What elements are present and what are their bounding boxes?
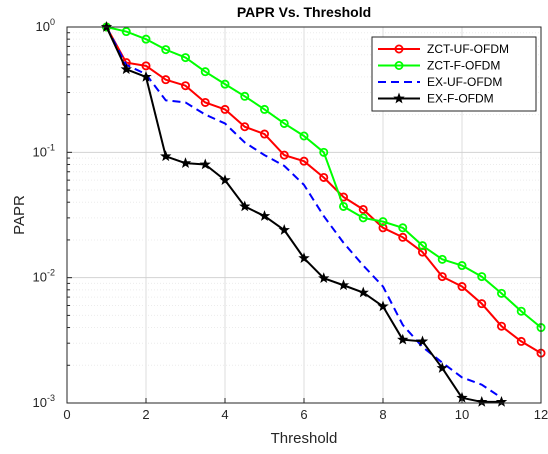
data-point bbox=[437, 272, 447, 282]
data-point bbox=[318, 272, 330, 284]
data-point bbox=[180, 53, 190, 63]
legend-entry: EX-UF-OFDM bbox=[427, 75, 502, 89]
data-point bbox=[319, 172, 329, 182]
data-point bbox=[121, 27, 131, 37]
data-point bbox=[299, 131, 309, 141]
data-point bbox=[160, 150, 172, 162]
data-point bbox=[337, 279, 350, 291]
y-tick-base: 10 bbox=[36, 19, 50, 34]
series-zct-uf-ofdm bbox=[102, 22, 546, 358]
series-ex-f-ofdm bbox=[100, 21, 508, 407]
y-tick-label: 100 bbox=[36, 17, 55, 34]
data-point bbox=[496, 288, 506, 298]
data-point bbox=[220, 104, 230, 114]
data-point bbox=[219, 174, 231, 185]
y-tick-base: 10 bbox=[33, 270, 47, 285]
legend-marker bbox=[393, 92, 405, 104]
x-tick-label: 2 bbox=[142, 407, 149, 422]
y-tick-base: 10 bbox=[33, 395, 47, 410]
data-point bbox=[161, 45, 171, 55]
data-point bbox=[220, 79, 230, 89]
y-tick-exponent: -1 bbox=[47, 142, 55, 152]
data-point bbox=[378, 223, 388, 233]
data-point bbox=[338, 201, 348, 211]
y-tick-base: 10 bbox=[33, 144, 47, 159]
data-point bbox=[279, 150, 289, 160]
data-point bbox=[299, 156, 309, 166]
legend-marker bbox=[394, 44, 404, 54]
data-point bbox=[298, 252, 310, 264]
data-point bbox=[457, 261, 467, 271]
data-point bbox=[180, 81, 190, 91]
data-point bbox=[278, 224, 290, 235]
data-point bbox=[141, 61, 151, 71]
data-point bbox=[477, 272, 487, 282]
y-axis-label: PAPR bbox=[11, 195, 28, 235]
data-point bbox=[200, 97, 210, 107]
data-point bbox=[378, 217, 388, 227]
legend: ZCT-UF-OFDM ZCT-F-OFDM EX-UF-OFDM EX-F-OFDM bbox=[371, 36, 537, 112]
data-point bbox=[161, 75, 171, 85]
data-point bbox=[398, 232, 408, 242]
data-point bbox=[476, 395, 488, 407]
data-point bbox=[496, 321, 506, 331]
data-point bbox=[179, 157, 192, 168]
legend-marker bbox=[394, 61, 404, 71]
data-point bbox=[200, 67, 210, 77]
data-point bbox=[259, 129, 269, 139]
data-point bbox=[240, 122, 250, 132]
data-point bbox=[141, 34, 151, 44]
x-tick-label: 10 bbox=[455, 407, 469, 422]
x-tick-label: 6 bbox=[300, 407, 307, 422]
data-point bbox=[495, 395, 508, 407]
data-point bbox=[319, 147, 329, 157]
data-point bbox=[377, 300, 389, 312]
data-point bbox=[437, 254, 447, 264]
series-ex-uf-ofdm bbox=[105, 26, 503, 399]
y-tick-exponent: -3 bbox=[47, 393, 55, 403]
y-tick-exponent: -2 bbox=[47, 268, 55, 278]
data-point bbox=[358, 204, 368, 214]
x-tick-label: 12 bbox=[534, 407, 548, 422]
x-tick-label: 0 bbox=[63, 407, 70, 422]
data-point bbox=[258, 210, 271, 221]
data-point bbox=[477, 299, 487, 309]
data-point bbox=[416, 335, 429, 347]
y-tick-label: 10-3 bbox=[33, 393, 55, 410]
legend-entry: ZCT-F-OFDM bbox=[427, 59, 500, 73]
data-point bbox=[436, 362, 448, 373]
plot-area bbox=[100, 21, 546, 407]
data-point bbox=[516, 306, 526, 316]
series-line bbox=[105, 26, 542, 354]
data-point bbox=[357, 286, 369, 298]
series-zct-f-ofdm bbox=[102, 22, 546, 333]
data-point bbox=[120, 63, 132, 75]
series-line bbox=[105, 26, 503, 399]
data-point bbox=[457, 282, 467, 292]
x-tick-label: 4 bbox=[221, 407, 228, 422]
x-tick-label: 8 bbox=[379, 407, 386, 422]
data-point bbox=[279, 118, 289, 128]
data-point bbox=[516, 336, 526, 346]
y-tick-label: 10-2 bbox=[33, 268, 55, 285]
legend-entry: ZCT-UF-OFDM bbox=[427, 42, 509, 56]
data-point bbox=[259, 104, 269, 114]
x-axis-label: Threshold bbox=[271, 430, 338, 447]
legend-entry: EX-F-OFDM bbox=[427, 92, 494, 106]
data-point bbox=[140, 70, 152, 82]
y-tick-label: 10-1 bbox=[33, 142, 55, 159]
grid bbox=[66, 26, 542, 404]
data-point bbox=[358, 213, 368, 223]
y-tick-exponent: 0 bbox=[50, 17, 55, 27]
data-point bbox=[199, 158, 211, 170]
series-line bbox=[106, 26, 542, 329]
data-point bbox=[417, 241, 427, 251]
chart-title: PAPR Vs. Threshold bbox=[237, 4, 371, 20]
data-point bbox=[398, 223, 408, 233]
data-point bbox=[397, 333, 409, 345]
data-point bbox=[240, 91, 250, 101]
data-point bbox=[239, 200, 251, 212]
